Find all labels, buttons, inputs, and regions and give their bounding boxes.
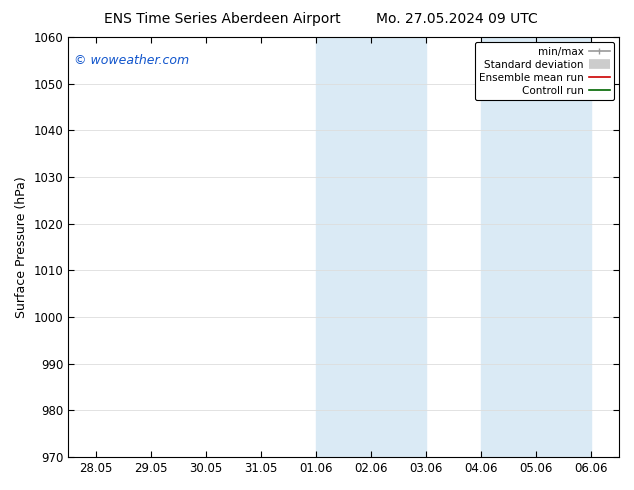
- Y-axis label: Surface Pressure (hPa): Surface Pressure (hPa): [15, 176, 28, 318]
- Legend: min/max, Standard deviation, Ensemble mean run, Controll run: min/max, Standard deviation, Ensemble me…: [475, 42, 614, 100]
- Text: ENS Time Series Aberdeen Airport: ENS Time Series Aberdeen Airport: [103, 12, 340, 26]
- Text: Mo. 27.05.2024 09 UTC: Mo. 27.05.2024 09 UTC: [375, 12, 538, 26]
- Text: © woweather.com: © woweather.com: [74, 54, 189, 67]
- Bar: [481, 37, 536, 457]
- Bar: [371, 37, 426, 457]
- Bar: [536, 37, 592, 457]
- Bar: [316, 37, 371, 457]
